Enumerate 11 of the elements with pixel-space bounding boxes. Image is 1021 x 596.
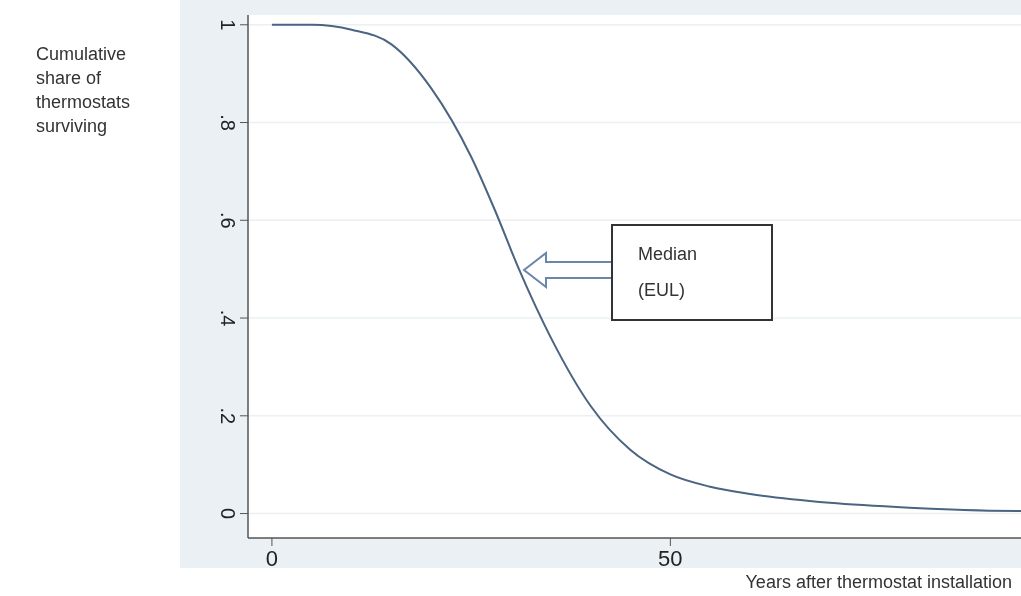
x-tick-label: 50 bbox=[658, 546, 683, 571]
y-tick-label: 1 bbox=[216, 19, 239, 31]
y-tick-label: 0 bbox=[216, 508, 239, 520]
y-tick-label: .8 bbox=[216, 114, 239, 131]
line-series bbox=[270, 23, 1021, 513]
y-tick-label: .2 bbox=[216, 407, 239, 425]
y-tick-label: .6 bbox=[216, 211, 239, 229]
annotation: Median (EUL) bbox=[638, 244, 698, 300]
x-axis-title: Years after thermostat installation bbox=[745, 572, 1012, 592]
y-tick-label: .4 bbox=[216, 309, 239, 327]
y-axis-title: Cumulative share of thermostats surviving bbox=[36, 44, 131, 136]
